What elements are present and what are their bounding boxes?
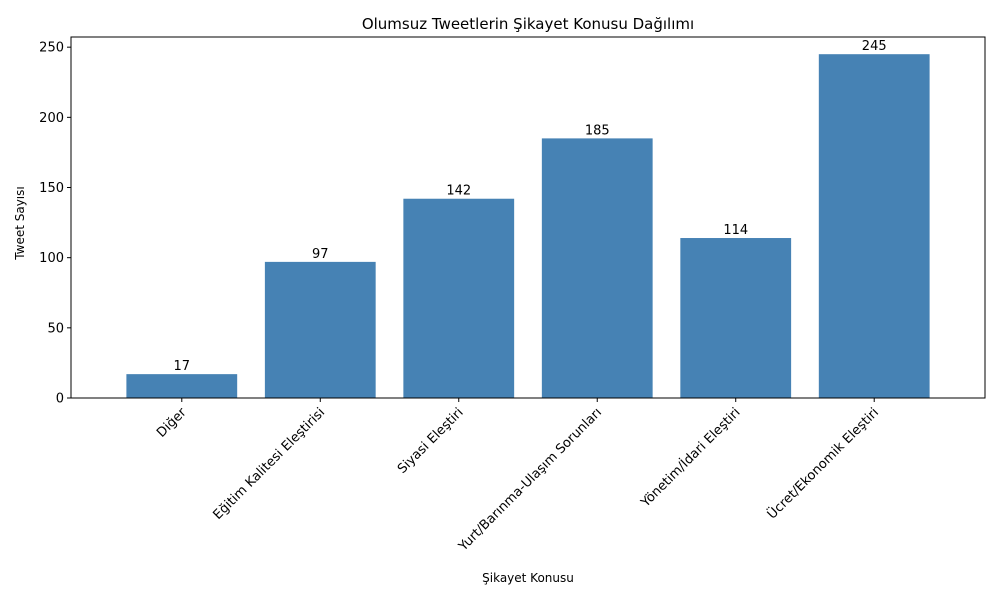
y-tick-label: 250 xyxy=(39,41,64,56)
data-label: 245 xyxy=(862,39,887,54)
data-label: 185 xyxy=(585,123,610,138)
data-label: 17 xyxy=(174,359,191,374)
bar xyxy=(680,238,792,398)
bar xyxy=(264,261,376,398)
bar xyxy=(541,138,653,398)
x-axis-label: Şikayet Konusu xyxy=(482,571,574,585)
bar xyxy=(403,198,515,398)
y-axis-label: Tweet Sayısı xyxy=(13,186,27,260)
y-tick-label: 200 xyxy=(39,111,64,126)
x-tick-label: Siyasi Eleştiri xyxy=(395,405,467,477)
bar xyxy=(126,374,238,398)
y-tick-label: 100 xyxy=(39,251,64,266)
y-tick-label: 150 xyxy=(39,181,64,196)
x-tick-label: Ücret/Ekonomik Eleştiri xyxy=(763,404,882,523)
data-label: 142 xyxy=(446,184,471,199)
x-tick-label: Yurt/Barınma-Ulaşım Sorunları xyxy=(455,405,605,555)
data-label: 114 xyxy=(723,223,748,238)
data-label: 97 xyxy=(312,247,329,262)
x-tick-label: Eğitim Kalitesi Eleştirisi xyxy=(210,405,328,523)
chart-title: Olumsuz Tweetlerin Şikayet Konusu Dağılı… xyxy=(362,15,694,33)
y-tick-label: 50 xyxy=(47,321,64,336)
plot-frame xyxy=(70,36,986,399)
x-tick-label: Yönetim/İdari Eleştiri xyxy=(637,405,743,511)
y-tick-label: 0 xyxy=(56,392,64,407)
x-tick-label: Diğer xyxy=(154,405,190,441)
bar xyxy=(818,54,930,398)
plot-area: 17 97 142 185 114 245 0 50 100 150 200 250 Diğer Eğit… xyxy=(39,36,986,555)
